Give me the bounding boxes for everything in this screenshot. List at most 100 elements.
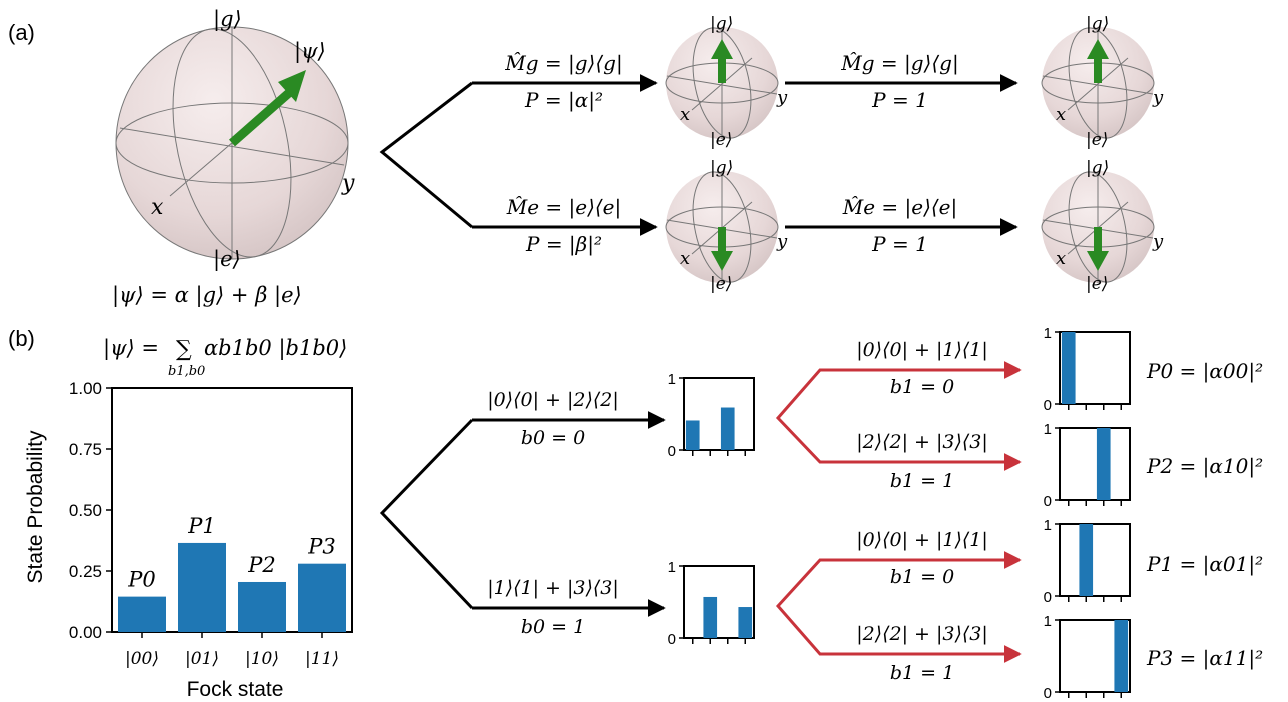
sphere-x-label: x: [680, 248, 690, 269]
mini-y-tick-1: 1: [1044, 325, 1052, 342]
prob-a-0: P = |α|²: [524, 88, 603, 113]
op-a-3: M̂e = |e⟩⟨e|: [842, 195, 958, 220]
big-sphere-top-label: |g⟩: [213, 7, 242, 32]
mini-bar-3: [738, 607, 753, 638]
op-a-2: M̂g = |g⟩⟨g|: [840, 51, 958, 76]
mini-bar-1: [1079, 524, 1094, 596]
sphere-y-label: y: [776, 231, 788, 252]
branch-a: [379, 81, 473, 229]
mini-y-tick-0: 0: [1044, 685, 1052, 702]
sphere-y-label: y: [1152, 87, 1164, 108]
big-bloch-sphere: [115, 26, 349, 260]
psi-vector-head: [278, 70, 306, 102]
mini-y-tick-0: 0: [1044, 493, 1052, 510]
state-vector-head: [711, 39, 733, 59]
mini-histogram-3: 10: [1044, 421, 1131, 510]
big-sphere-y-label: y: [341, 171, 355, 196]
mini-y-tick-0: 0: [1044, 397, 1052, 414]
op-b-1: |1⟩⟨1| + |3⟩⟨3|: [487, 577, 619, 599]
mini-y-tick-1: 1: [1044, 421, 1052, 438]
mini-y-tick-1: 1: [668, 559, 676, 576]
y-tick-label-2: 0.50: [69, 501, 102, 520]
bar-3: [298, 563, 346, 632]
mini-histogram-5: 10: [1044, 613, 1131, 702]
y-tick-label-0: 0.00: [69, 623, 102, 642]
sphere-y-label: y: [1152, 231, 1164, 252]
y-tick-label-4: 1.00: [69, 379, 102, 398]
mini-histogram-0: 10: [668, 371, 755, 460]
cond-b-1: b0 = 1: [521, 616, 585, 638]
outcome-label-1: P2 = |α10|²: [1146, 454, 1263, 479]
state-equation-b-rhs: αb1b0 |b1b0⟩: [204, 336, 347, 361]
sphere-top-label: |g⟩: [1086, 158, 1109, 178]
mini-histogram-1: 10: [668, 559, 755, 648]
red-op-0: |0⟩⟨0| + |1⟩⟨1|: [856, 339, 988, 361]
psi-vector: [229, 88, 293, 147]
sphere-e-2: |g⟩ |e⟩ x y: [1041, 158, 1164, 294]
prob-a-3: P = 1: [871, 232, 928, 256]
state-vector-head: [1087, 39, 1109, 59]
sphere-e-1: |g⟩ |e⟩ x y: [665, 158, 788, 294]
outcome-label-3: P3 = |α11|²: [1146, 646, 1263, 671]
mini-bar-0: [1061, 332, 1076, 404]
sphere-bottom-label: |e⟩: [710, 130, 732, 150]
fock-state-bar-chart: P0 |00⟩ P1 |01⟩ P2 |10⟩ P3 |11⟩ 0.00 0.25 0.50 0.75…: [69, 379, 353, 669]
x-tick-label-3: |11⟩: [305, 649, 339, 669]
mini-bar-1: [703, 596, 718, 638]
red-op-1: |2⟩⟨2| + |3⟩⟨3|: [856, 431, 988, 453]
sphere-top-label: |g⟩: [710, 14, 733, 34]
sphere-top-label: |g⟩: [710, 158, 733, 178]
mini-bar-2: [1096, 428, 1111, 500]
state-vector-head: [1087, 251, 1109, 271]
x-tick-label-1: |01⟩: [185, 649, 219, 669]
mini-y-tick-1: 1: [1044, 517, 1052, 534]
outcome-label-0: P0 = |α00|²: [1146, 359, 1263, 384]
panel-a-label: (a): [8, 20, 35, 45]
cond-b-0: b0 = 0: [521, 427, 585, 449]
sphere-g-2: |g⟩ |e⟩ x y: [1041, 14, 1164, 150]
prob-a-1: P = |β|²: [525, 232, 602, 257]
outcome-label-2: P1 = |α01|²: [1146, 552, 1263, 577]
mini-histogram-2: 10: [1044, 325, 1131, 414]
red-cond-3: b1 = 1: [890, 662, 954, 684]
bar-1: [178, 542, 226, 632]
big-sphere-bottom-label: |e⟩: [213, 247, 241, 272]
red-cond-2: b1 = 0: [890, 566, 954, 588]
mini-bar-3: [1114, 620, 1129, 692]
red-op-2: |0⟩⟨0| + |1⟩⟨1|: [856, 529, 988, 551]
sphere-bottom-label: |e⟩: [1086, 274, 1108, 294]
y-tick-label-3: 0.75: [69, 440, 102, 459]
sphere-x-label: x: [680, 104, 690, 125]
bar-label-3: P3: [307, 535, 336, 559]
y-tick-label-1: 0.25: [69, 562, 102, 581]
big-sphere-psi-label: |ψ⟩: [294, 39, 326, 64]
red-branch-upper: [775, 368, 1018, 464]
mini-y-tick-1: 1: [668, 371, 676, 388]
main-chart-ylabel: State Probability: [24, 430, 47, 583]
x-tick-label-0: |00⟩: [125, 649, 159, 669]
bar-2: [238, 581, 286, 632]
mini-y-tick-0: 0: [1044, 589, 1052, 606]
x-tick-label-2: |10⟩: [245, 649, 279, 669]
sphere-y-label: y: [776, 87, 788, 108]
bar-label-1: P1: [187, 514, 216, 538]
state-equation-a: |ψ⟩ = α |g⟩ + β |e⟩: [112, 283, 302, 308]
mini-y-tick-0: 0: [668, 443, 676, 460]
op-b-0: |0⟩⟨0| + |2⟩⟨2|: [487, 389, 619, 411]
red-branch-lower: [775, 558, 1018, 656]
bar-0: [118, 596, 166, 632]
mini-bar-0: [685, 420, 700, 450]
red-op-3: |2⟩⟨2| + |3⟩⟨3|: [856, 623, 988, 645]
op-a-1: M̂e = |e⟩⟨e|: [506, 195, 622, 220]
state-equation-b-sub: b1,b0: [168, 364, 205, 379]
small-bloch-spheres: |g⟩ |e⟩ x y |g⟩ |e⟩ x y |g⟩ |e⟩ x y |g⟩ |e⟩ x y: [665, 14, 1164, 294]
main-chart-xlabel: Fock state: [187, 678, 284, 701]
mini-histogram-4: 10: [1044, 517, 1131, 606]
op-a-0: M̂g = |g⟩⟨g|: [504, 51, 622, 76]
mini-y-tick-0: 0: [668, 631, 676, 648]
big-sphere-x-label: x: [151, 195, 164, 220]
panel-b-label: (b): [8, 326, 35, 351]
red-cond-1: b1 = 1: [890, 470, 954, 492]
